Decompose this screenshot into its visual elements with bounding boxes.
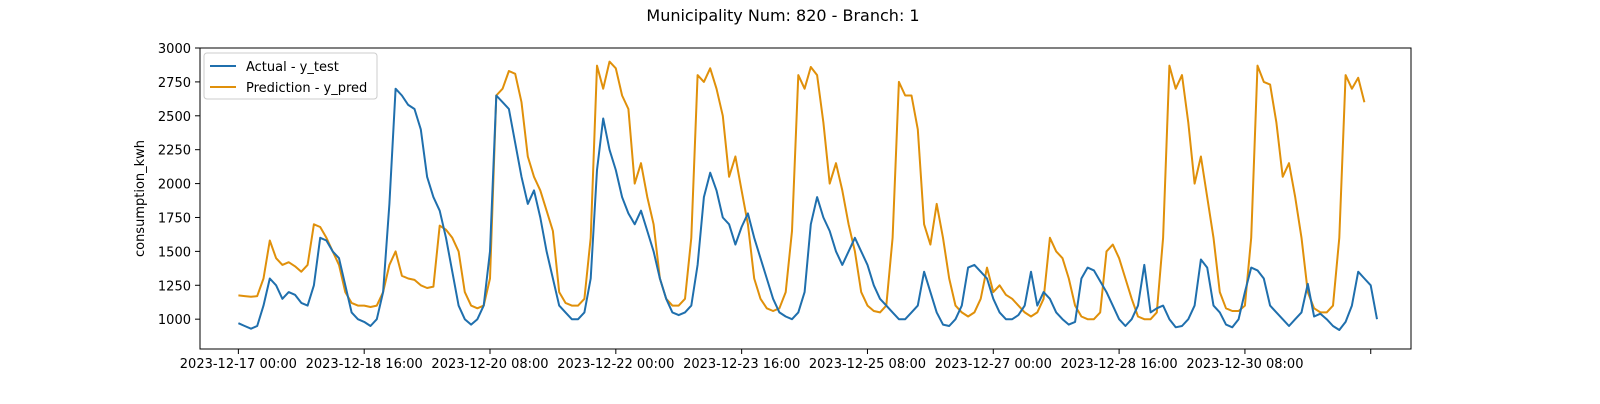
- y-axis-label: consumption_kwh: [133, 140, 148, 257]
- chart-title: Municipality Num: 820 - Branch: 1: [646, 6, 919, 25]
- plot-area: [199, 47, 1412, 350]
- series-layer: [237, 60, 1378, 331]
- y-tick-label: 1750: [158, 211, 191, 226]
- x-tick-label: 2023-12-28 16:00: [1061, 357, 1178, 372]
- legend-label: Actual - y_test: [246, 60, 339, 75]
- y-tick-label: 2000: [158, 178, 191, 193]
- y-tick-label: 1000: [158, 313, 191, 328]
- x-tick-label: 2023-12-25 08:00: [809, 357, 926, 372]
- x-tick-label: 2023-12-17 00:00: [180, 357, 297, 372]
- y-tick-label: 3000: [158, 42, 191, 57]
- series-line-0: [237, 87, 1378, 331]
- legend: Actual - y_test Prediction - y_pred: [203, 52, 378, 100]
- x-tick-label: 2023-12-20 08:00: [431, 357, 548, 372]
- legend-label: Prediction - y_pred: [246, 81, 367, 96]
- x-tick-label: 2023-12-22 00:00: [557, 357, 674, 372]
- x-tick-label: 2023-12-30 08:00: [1186, 357, 1303, 372]
- x-tick-label: 2023-12-27 00:00: [935, 357, 1052, 372]
- y-tick-label: 1250: [158, 279, 191, 294]
- y-tick-label: 2500: [158, 110, 191, 125]
- y-tick-label: 2750: [158, 76, 191, 91]
- y-tick-label: 2250: [158, 144, 191, 159]
- y-tick-label: 1500: [158, 245, 191, 260]
- legend-box: [203, 52, 378, 100]
- x-tick-label: 2023-12-18 16:00: [306, 357, 423, 372]
- x-tick-label: 2023-12-23 16:00: [683, 357, 800, 372]
- x-axis: 2023-12-17 00:00 2023-12-18 16:00 2023-12-…: [180, 349, 1372, 372]
- series-line-1: [238, 60, 1366, 321]
- plot-frame: [199, 47, 1412, 350]
- y-axis: 1000 1250 1500 1750 2000 2250 2500 2750 3000: [158, 42, 200, 328]
